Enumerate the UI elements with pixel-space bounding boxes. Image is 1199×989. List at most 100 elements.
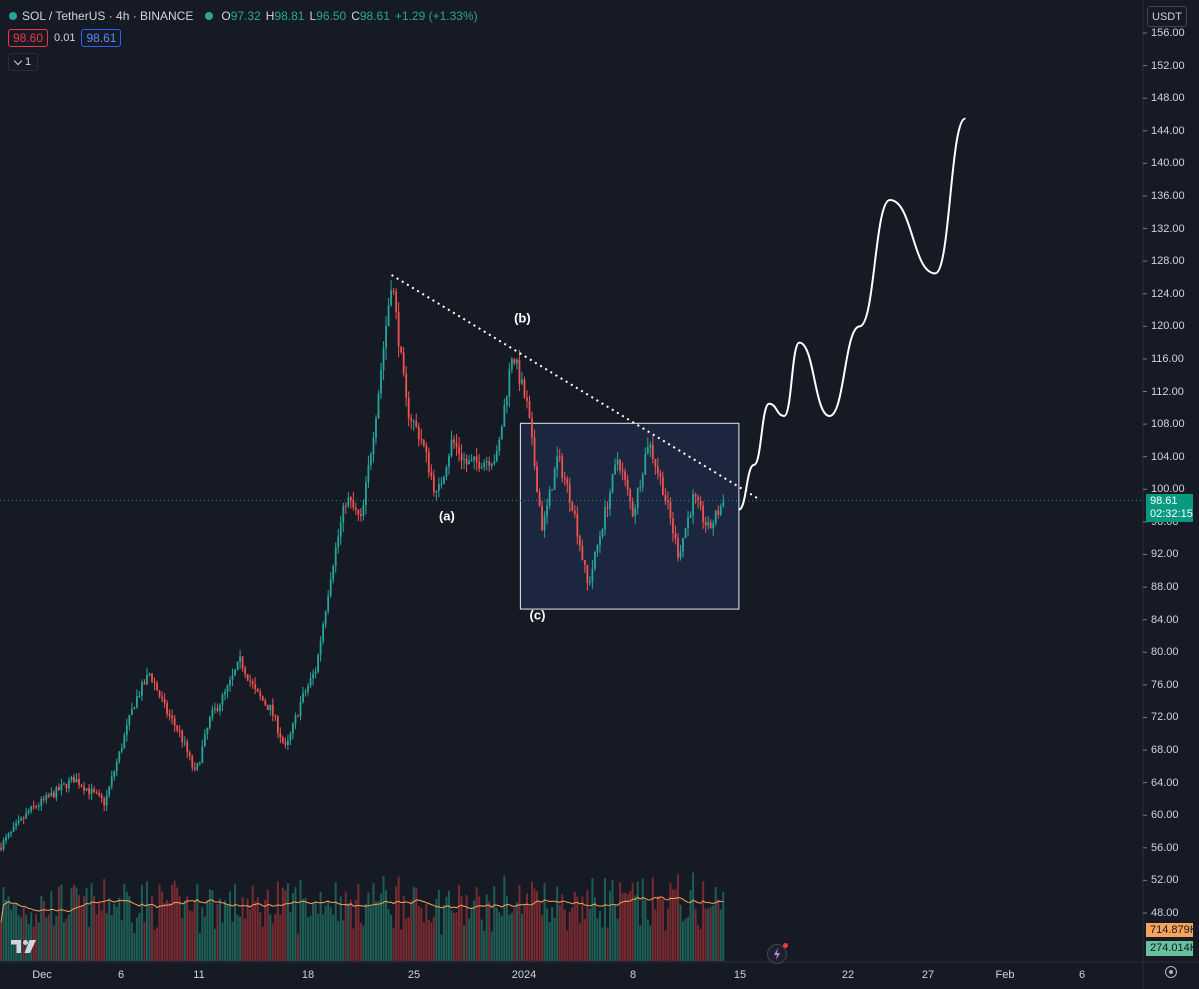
volume-bar	[55, 916, 58, 961]
candle-body	[90, 788, 93, 794]
candle-body	[276, 716, 279, 734]
symbol-title[interactable]: SOL / TetherUS · 4h · BINANCE	[22, 9, 194, 23]
candle-body	[125, 725, 128, 736]
candle-body	[83, 786, 85, 791]
volume-bar	[221, 922, 224, 961]
volume-bar	[440, 934, 443, 961]
volume-group	[0, 872, 725, 961]
volume-bar	[229, 891, 232, 961]
volume-bar	[410, 900, 413, 961]
volume-bar	[249, 909, 252, 961]
volume-bar	[241, 897, 244, 961]
candle-body	[661, 476, 664, 495]
price-tick-label: 52.00	[1151, 874, 1179, 887]
volume-bar	[65, 918, 68, 961]
volume-bar	[234, 884, 237, 961]
volume-bar	[576, 896, 579, 961]
candle-body	[7, 833, 10, 838]
volume-bar	[183, 900, 186, 961]
candle-body	[57, 787, 60, 791]
currency-selector[interactable]: USDT	[1147, 6, 1187, 27]
volume-bar	[339, 896, 342, 961]
volume-bar	[656, 896, 659, 961]
candle-body	[722, 501, 725, 507]
candle-body	[536, 466, 538, 493]
volume-bar	[359, 923, 362, 961]
lightning-icon[interactable]	[767, 943, 788, 964]
volume-bar	[533, 888, 536, 961]
indicators-toggle[interactable]: 1	[8, 53, 39, 71]
sell-button[interactable]: 98.60	[8, 29, 49, 47]
volume-bar	[327, 900, 330, 961]
volume-bar	[251, 885, 254, 961]
volume-ma-line	[0, 896, 724, 923]
candle-body	[460, 453, 463, 460]
tradingview-logo-icon[interactable]	[10, 937, 38, 955]
volume-bar	[397, 876, 400, 961]
candle-body	[279, 733, 282, 738]
wave-label: (a)	[439, 508, 455, 523]
volume-bar	[72, 884, 75, 961]
volume-bar	[108, 898, 111, 961]
candle-body	[443, 476, 445, 484]
volume-bar	[598, 911, 601, 961]
volume-bar	[463, 925, 466, 961]
volume-bar	[432, 916, 435, 961]
candle-body	[548, 489, 551, 506]
volume-bar	[145, 881, 148, 961]
volume-bar	[135, 917, 138, 961]
buy-button[interactable]: 98.61	[81, 29, 122, 47]
volume-bar	[332, 914, 335, 961]
volume-bar	[324, 905, 327, 961]
gear-icon[interactable]	[1165, 966, 1177, 978]
volume-bar	[266, 889, 269, 961]
candle-body	[158, 690, 161, 697]
candle-body	[616, 459, 619, 465]
time-tick-label: 6	[118, 969, 124, 981]
candle-body	[256, 688, 259, 692]
time-tick-label: Dec	[32, 969, 52, 981]
candle-body	[198, 762, 201, 764]
candle-body	[123, 735, 126, 749]
candle-body	[241, 656, 244, 669]
candle-body	[656, 466, 659, 474]
volume-bar	[294, 887, 297, 961]
volume-bar	[624, 892, 627, 961]
volume-bar	[671, 889, 674, 961]
candle-body	[98, 792, 101, 795]
volume-bar	[271, 923, 274, 961]
candle-body	[387, 305, 390, 327]
volume-bar	[654, 909, 657, 961]
volume-bar	[571, 907, 574, 961]
candle-body	[538, 492, 541, 506]
volume-bar	[45, 917, 48, 961]
volume-bar	[188, 910, 191, 961]
volume-bar	[651, 877, 654, 961]
volume-bar	[641, 878, 644, 961]
candle-body	[483, 462, 486, 468]
candle-body	[375, 418, 377, 438]
volume-bar	[581, 896, 584, 961]
candle-body	[400, 346, 403, 353]
volume-bar	[460, 896, 463, 961]
volume-bar	[367, 892, 370, 961]
volume-bar	[546, 908, 549, 961]
candle-body	[709, 522, 712, 529]
price-tick-label: 148.00	[1151, 92, 1185, 105]
candle-body	[191, 755, 194, 768]
volume-bar	[138, 912, 141, 961]
candle-body	[523, 379, 526, 398]
candle-body	[508, 369, 511, 397]
candle-body	[566, 479, 569, 485]
candle-body	[294, 715, 297, 724]
candle-body	[420, 439, 423, 441]
candle-body	[151, 673, 153, 682]
candle-body	[130, 708, 133, 716]
candle-body	[138, 695, 141, 697]
volume-bar	[505, 896, 508, 961]
candle-body	[324, 611, 327, 625]
volume-bar	[37, 922, 40, 961]
candle-body	[274, 715, 277, 717]
candle-body	[395, 291, 398, 312]
